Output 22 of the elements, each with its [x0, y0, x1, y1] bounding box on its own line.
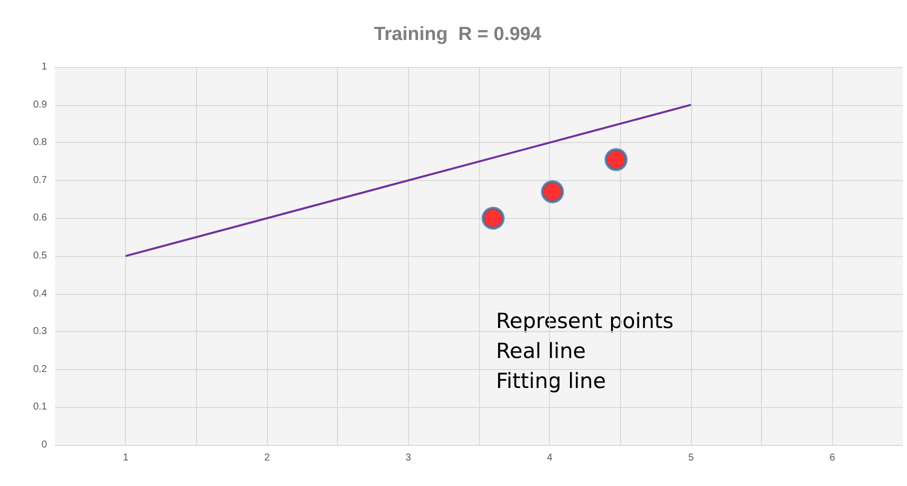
point: [604, 148, 628, 172]
point: [482, 206, 505, 230]
x-tick-label: 6: [830, 452, 836, 464]
x-tick-label: 3: [406, 452, 412, 464]
x-tick-label: 1: [122, 452, 129, 464]
y-tick-label: 0.9: [33, 99, 48, 110]
y-tick-label: 0.5: [33, 250, 48, 262]
y-tick-label: 0.8: [33, 137, 48, 148]
y-tick-label: 0.3: [33, 326, 48, 338]
chart-title: Training R = 0.994: [374, 24, 542, 45]
x-tick-label: 5: [688, 452, 694, 464]
point: [541, 180, 564, 204]
y-tick-label: 0.1: [33, 402, 48, 413]
y-tick-label: 0.2: [33, 364, 48, 375]
y-tick-label: 0.6: [33, 212, 48, 224]
x-tick-label: 2: [264, 452, 270, 464]
y-tick-label: 1: [41, 62, 48, 72]
y-tick-label: 0: [41, 440, 48, 450]
x-tick-label: 4: [546, 452, 553, 464]
y-tick-label: 0.7: [33, 174, 48, 186]
y-tick-label: 0.4: [33, 288, 48, 300]
annotation: Represent points Real line Fitting line: [496, 309, 674, 393]
